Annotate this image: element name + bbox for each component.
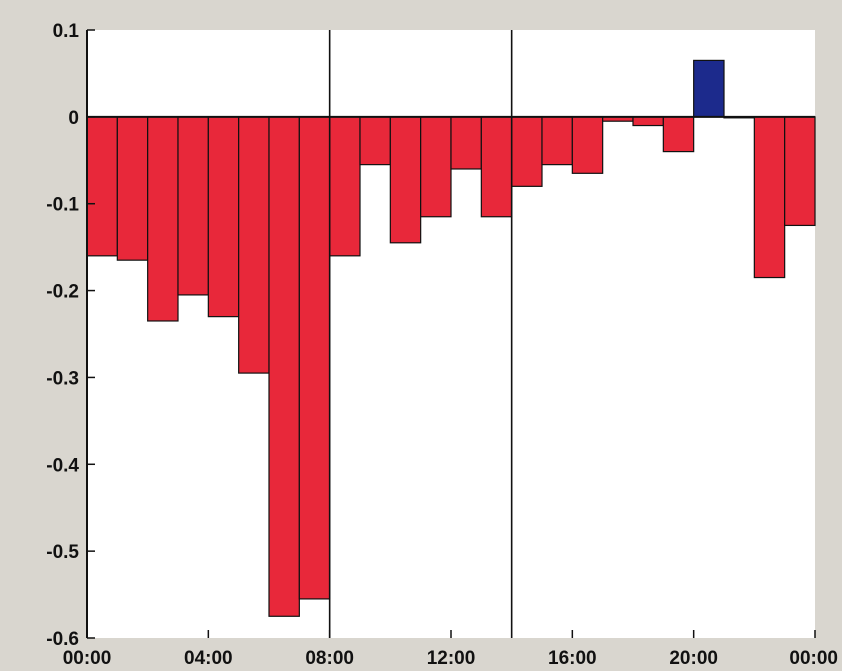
- y-tick-label: -0.4: [46, 455, 79, 476]
- y-tick-label: -0.1: [46, 195, 79, 216]
- y-tick-label: -0.6: [46, 629, 79, 650]
- x-tick-label: 00:00: [63, 648, 112, 669]
- bar-0600: [268, 116, 300, 617]
- bar-0000: [86, 116, 118, 257]
- bar-1400: [511, 116, 543, 187]
- bar-0500: [238, 116, 270, 374]
- bar-1200: [450, 116, 482, 170]
- y-tick-label: 0: [68, 108, 79, 129]
- x-tick-label: 00:00: [789, 648, 838, 669]
- bar-1600: [571, 116, 604, 174]
- bar-2300: [784, 116, 816, 227]
- y-tick-label: -0.3: [46, 368, 79, 389]
- bar-1800: [632, 116, 664, 127]
- x-tick-label: 12:00: [427, 648, 476, 669]
- x-tick-label: 08:00: [305, 648, 354, 669]
- y-tick-label: -0.5: [46, 542, 79, 563]
- bar-1900: [662, 116, 695, 153]
- bar-0700: [298, 116, 331, 600]
- bar-1500: [541, 116, 573, 166]
- bar-0200: [147, 116, 179, 322]
- bar-0400: [207, 116, 240, 318]
- bar-0900: [359, 116, 391, 166]
- bar-0800: [329, 116, 361, 257]
- bar-0100: [116, 116, 149, 261]
- x-ticks-layer: 00:00 04:00 08:00 12:00 16:00 20:00 00:00: [63, 630, 838, 669]
- bar-2000: [693, 59, 725, 118]
- x-tick-label: 20:00: [669, 648, 718, 669]
- y-tick-label: -0.2: [46, 282, 79, 303]
- bar-1000: [389, 116, 422, 244]
- x-tick-label: 16:00: [548, 648, 597, 669]
- bar-2200: [753, 116, 786, 279]
- y-ticks-layer: 0.1 0 -0.1 -0.2 -0.3 -0.4 -0.5 -0.6: [46, 21, 95, 650]
- bar-1100: [420, 116, 452, 218]
- x-tick-label: 04:00: [184, 648, 233, 669]
- vertical-lines-layer: [328, 30, 513, 638]
- y-tick-label: 0.1: [53, 21, 80, 42]
- bar-0300: [177, 116, 209, 296]
- bar-1300: [480, 116, 513, 218]
